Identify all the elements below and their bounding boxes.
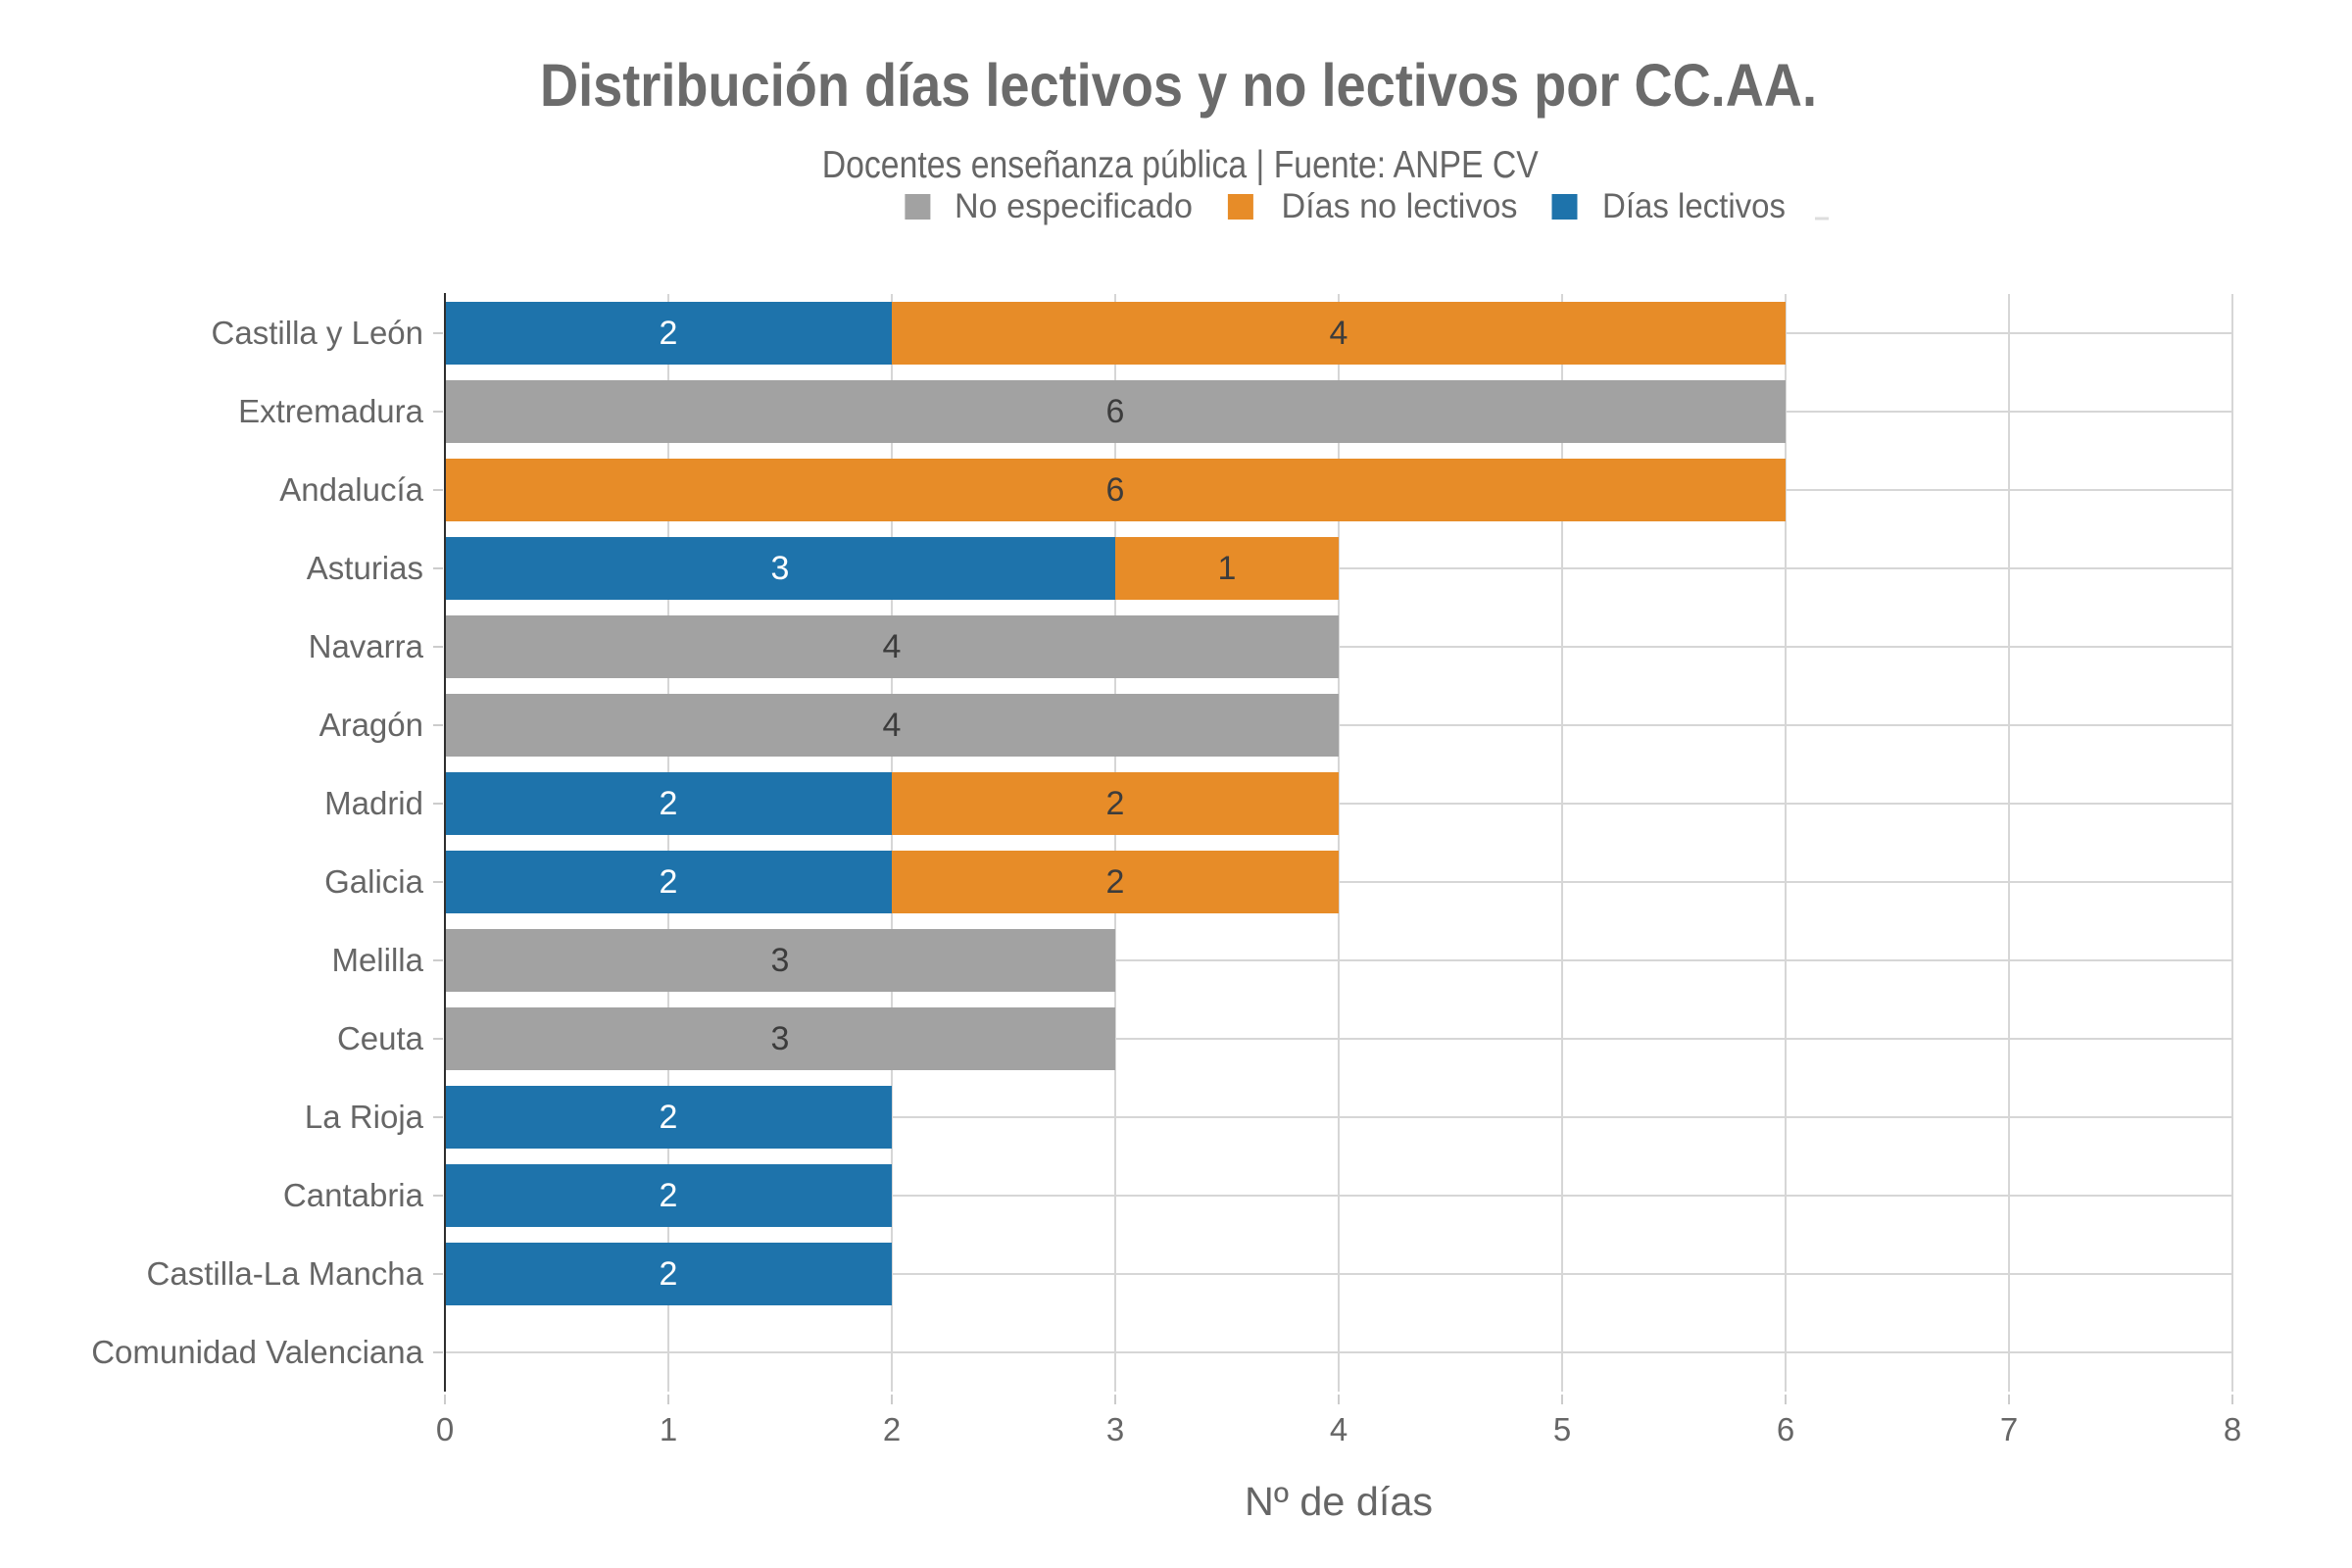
svg-text:0: 0 <box>436 1411 454 1447</box>
svg-text:6: 6 <box>1777 1411 1794 1447</box>
svg-text:4: 4 <box>1330 315 1348 352</box>
svg-text:Distribución días lectivos y n: Distribución días lectivos y no lectivos… <box>540 52 1817 119</box>
svg-text:2: 2 <box>883 1411 901 1447</box>
svg-text:1: 1 <box>660 1411 677 1447</box>
svg-text:3: 3 <box>1106 1411 1124 1447</box>
svg-text:Días lectivos: Días lectivos <box>1602 187 1786 225</box>
svg-text:Andalucía: Andalucía <box>279 471 423 508</box>
svg-text:Extremadura: Extremadura <box>238 393 424 429</box>
svg-text:4: 4 <box>883 707 902 744</box>
svg-text:2: 2 <box>660 315 678 352</box>
svg-text:Nº de días: Nº de días <box>1245 1479 1433 1524</box>
svg-text:Días no lectivos: Días no lectivos <box>1282 187 1518 225</box>
svg-text:2: 2 <box>660 1255 678 1293</box>
svg-text:4: 4 <box>883 628 902 665</box>
svg-text:Madrid: Madrid <box>324 785 423 821</box>
svg-text:6: 6 <box>1106 471 1125 509</box>
svg-text:3: 3 <box>771 942 790 979</box>
svg-text:3: 3 <box>771 550 790 587</box>
svg-text:Castilla-La Mancha: Castilla-La Mancha <box>147 1255 424 1292</box>
svg-text:Cantabria: Cantabria <box>283 1177 424 1213</box>
svg-text:Navarra: Navarra <box>309 628 424 664</box>
svg-text:3: 3 <box>771 1020 790 1057</box>
svg-text:2: 2 <box>660 863 678 901</box>
svg-text:2: 2 <box>1106 863 1125 901</box>
svg-text:4: 4 <box>1330 1411 1348 1447</box>
svg-text:Aragón: Aragón <box>319 707 423 743</box>
svg-text:2: 2 <box>1106 785 1125 822</box>
svg-text:5: 5 <box>1553 1411 1571 1447</box>
svg-text:2: 2 <box>660 785 678 822</box>
svg-text:Ceuta: Ceuta <box>337 1020 424 1056</box>
svg-text:Asturias: Asturias <box>307 550 423 586</box>
svg-text:6: 6 <box>1106 393 1125 430</box>
svg-text:7: 7 <box>2000 1411 2018 1447</box>
svg-text:Docentes enseñanza pública | F: Docentes enseñanza pública | Fuente: ANP… <box>822 144 1539 186</box>
svg-text:Comunidad Valenciana: Comunidad Valenciana <box>91 1334 423 1370</box>
svg-text:Galicia: Galicia <box>324 863 424 900</box>
svg-text:No especificado: No especificado <box>955 187 1193 225</box>
svg-text:Castilla y León: Castilla y León <box>212 315 423 351</box>
svg-text:La Rioja: La Rioja <box>305 1099 424 1135</box>
svg-text:2: 2 <box>660 1177 678 1214</box>
svg-text:1: 1 <box>1218 550 1237 587</box>
svg-text:2: 2 <box>660 1099 678 1136</box>
svg-text:Melilla: Melilla <box>331 942 423 978</box>
svg-text:8: 8 <box>2224 1411 2241 1447</box>
